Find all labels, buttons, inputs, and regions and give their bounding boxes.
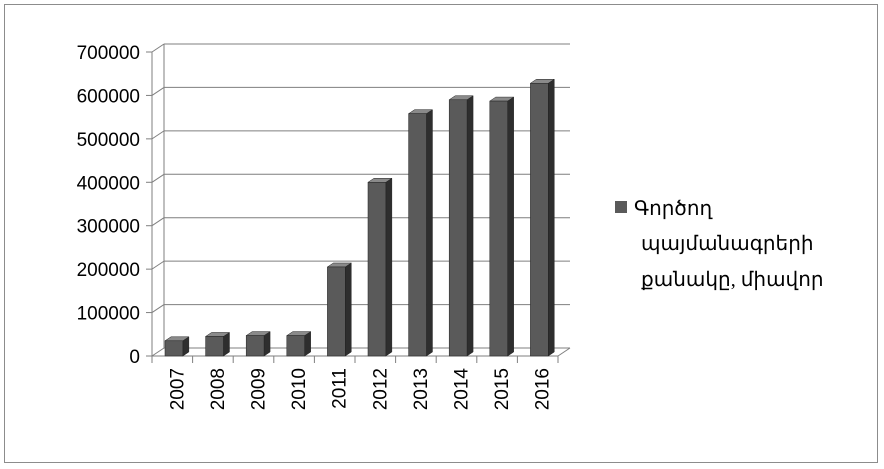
bar-side [385,177,393,357]
bar-side [507,96,514,357]
legend-label-line-1: Գործող [634,198,714,220]
bar-side [426,109,433,357]
bar-front [205,336,224,357]
bar-front [245,335,265,357]
gridline-diagonal [151,304,165,313]
bar-front [408,113,427,357]
gridline-diagonal [151,43,165,53]
legend-label-line-2: պայմանագրերի [641,233,814,255]
bar-2009 [245,331,271,357]
bar-front [327,266,346,357]
x-tick-label: 2015 [492,368,513,410]
bar-2015 [488,96,515,357]
y-tick-label: 600000 [77,86,140,107]
gridline-diagonal [151,347,165,357]
x-tick-label: 2016 [533,368,554,410]
gridline-diagonal [151,217,165,227]
bar-2014 [448,95,474,357]
x-tick-label: 2007 [167,368,188,410]
y-tick-label: 0 [129,347,140,368]
y-tick-labels: 0 100000 200000 300000 400000 500000 600000 700… [77,43,140,368]
gridline-diagonal [151,260,165,270]
bar-2007 [164,336,190,357]
bar-side [548,78,555,357]
x-tick-label: 2014 [452,368,473,411]
x-tick-label: 2008 [208,368,229,410]
gridline-diagonal [151,130,165,140]
chart-frame [4,4,878,463]
bar-front [530,83,549,357]
bar-2013 [407,109,434,357]
legend: Գործող պայմանագրերի քանակը, միավոր [615,198,824,291]
bar-front [489,100,508,357]
y-tick-label: 100000 [77,304,140,325]
y-tick-label: 700000 [77,43,140,64]
x-axis-depth [557,347,571,357]
bar-front [448,99,468,357]
legend-label-line-3: քանակը, միավոր [641,269,824,291]
bar-2010 [285,331,312,357]
y-tick-label: 500000 [77,130,140,151]
bar-side [345,262,352,357]
bar-side [466,95,474,357]
bar-front [164,340,184,357]
legend-swatch [615,201,627,213]
bar-2016 [529,78,556,357]
bars [164,78,556,357]
x-tick-label: 2011 [330,368,351,409]
gridline-diagonal [151,87,165,96]
x-tick-labels: 2007 2008 2009 2010 2011 2012 2013 2014 2015 2016 [167,368,553,411]
y-tick-label: 400000 [77,173,140,194]
bar-2008 [204,331,231,357]
x-tick-label: 2013 [411,368,432,410]
x-tick-label: 2010 [289,368,310,410]
bar-front [367,182,387,357]
gridline-diagonal [151,173,165,183]
x-tick-label: 2009 [249,368,270,410]
y-tick-label: 300000 [77,217,140,238]
y-tick-label: 200000 [77,260,140,281]
bar-2012 [367,177,393,357]
x-tick-label: 2012 [370,368,391,410]
bar-2011 [326,262,353,357]
bar-front [286,335,305,357]
